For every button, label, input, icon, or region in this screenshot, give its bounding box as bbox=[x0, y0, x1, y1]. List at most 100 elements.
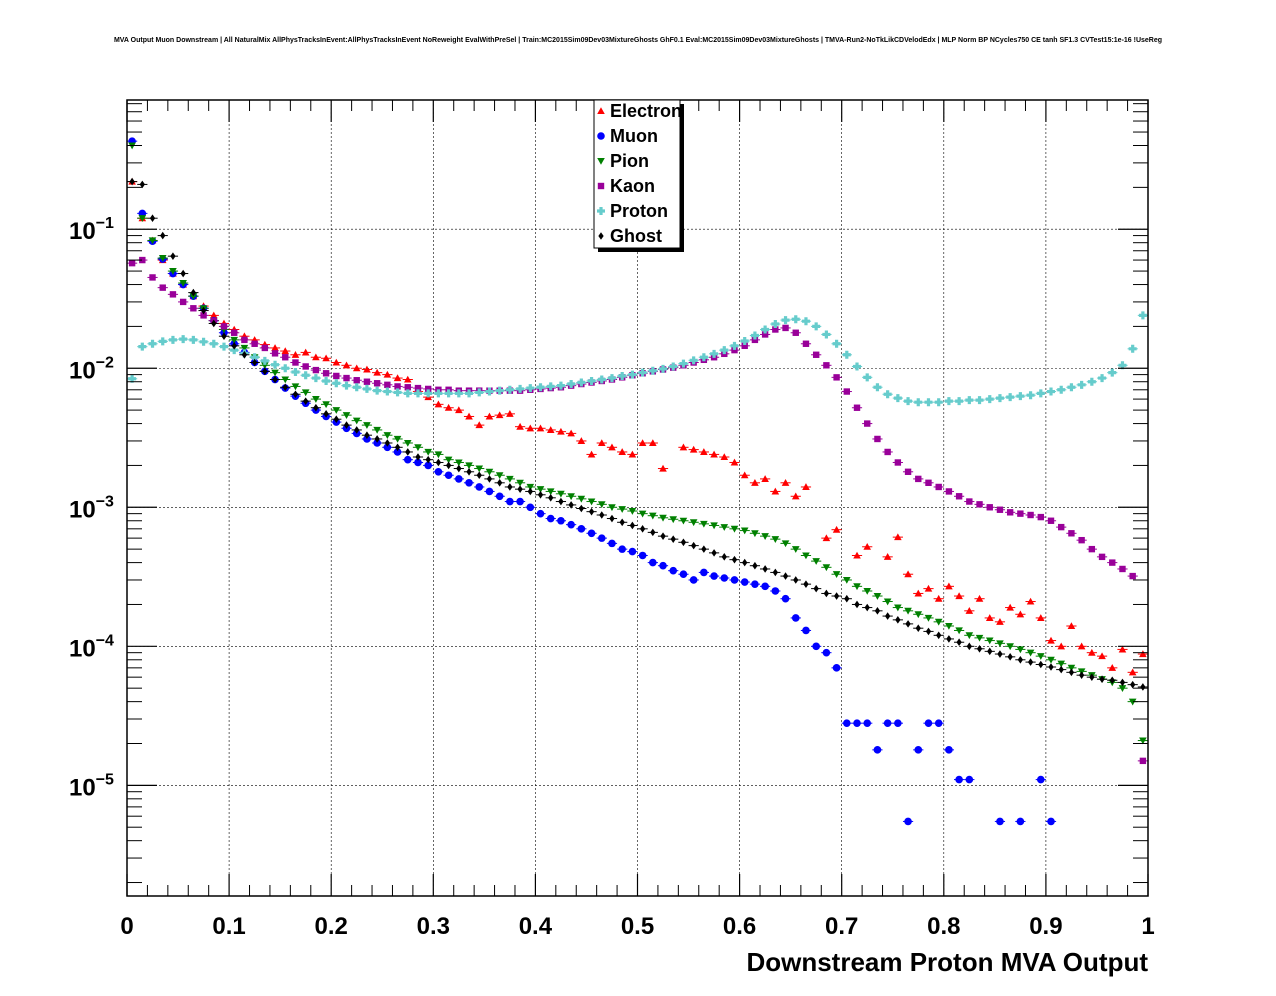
data-point bbox=[618, 448, 626, 455]
data-point bbox=[403, 389, 412, 398]
data-point bbox=[384, 381, 391, 389]
data-point bbox=[342, 381, 351, 390]
data-point bbox=[1099, 675, 1105, 684]
data-point bbox=[557, 427, 565, 435]
data-point bbox=[976, 501, 983, 508]
data-point bbox=[619, 518, 625, 527]
data-point bbox=[393, 388, 402, 397]
data-point bbox=[864, 603, 870, 612]
data-point bbox=[1089, 673, 1095, 681]
legend-marker bbox=[597, 157, 605, 165]
data-point bbox=[1047, 817, 1055, 826]
data-point bbox=[741, 342, 748, 350]
data-point bbox=[414, 444, 422, 452]
data-point bbox=[843, 719, 851, 727]
data-point bbox=[1058, 523, 1065, 531]
data-point bbox=[720, 453, 729, 461]
data-point bbox=[884, 612, 891, 620]
data-point bbox=[670, 535, 676, 543]
data-point bbox=[536, 486, 545, 493]
data-point bbox=[833, 592, 840, 600]
data-point bbox=[445, 461, 452, 470]
data-point bbox=[189, 335, 198, 344]
data-point bbox=[639, 525, 646, 533]
data-point bbox=[638, 510, 647, 518]
chart-title: MVA Output Muon Downstream | All Natural… bbox=[114, 37, 1162, 44]
data-point bbox=[383, 443, 392, 452]
data-point bbox=[1036, 614, 1045, 621]
data-point bbox=[435, 458, 442, 467]
data-point bbox=[801, 317, 810, 326]
data-point bbox=[444, 471, 453, 480]
data-point bbox=[792, 329, 799, 336]
data-point bbox=[883, 390, 892, 399]
data-point bbox=[587, 529, 596, 538]
data-point bbox=[597, 534, 606, 542]
data-point bbox=[924, 719, 933, 727]
series-pion bbox=[127, 142, 1148, 745]
data-point bbox=[904, 468, 912, 475]
data-point bbox=[608, 443, 616, 451]
data-point bbox=[995, 394, 1004, 403]
data-point bbox=[394, 383, 401, 390]
data-point bbox=[1016, 610, 1025, 618]
data-point bbox=[985, 614, 994, 621]
data-point bbox=[373, 426, 381, 434]
x-axis-title: Downstream Proton MVA Output bbox=[746, 947, 1148, 977]
data-point bbox=[832, 664, 841, 672]
data-point bbox=[884, 448, 891, 456]
data-point bbox=[751, 530, 759, 538]
data-point bbox=[629, 521, 636, 530]
data-point bbox=[771, 487, 780, 495]
data-point bbox=[925, 479, 932, 487]
data-point bbox=[455, 406, 463, 414]
data-point bbox=[894, 719, 902, 727]
data-point bbox=[505, 385, 514, 394]
data-point bbox=[853, 551, 861, 559]
data-point bbox=[261, 344, 269, 352]
data-point bbox=[1047, 656, 1055, 664]
data-point bbox=[802, 340, 810, 347]
data-point bbox=[526, 483, 535, 491]
data-point bbox=[1026, 597, 1035, 605]
data-point bbox=[281, 364, 290, 373]
data-point bbox=[812, 351, 820, 358]
data-point bbox=[965, 396, 974, 405]
data-point bbox=[271, 350, 279, 357]
data-point bbox=[966, 642, 972, 651]
data-point bbox=[138, 342, 147, 351]
x-tick-label: 0.3 bbox=[417, 913, 450, 940]
data-point bbox=[139, 256, 146, 264]
data-point bbox=[934, 398, 943, 407]
data-point bbox=[546, 382, 555, 391]
data-point bbox=[874, 607, 881, 615]
data-point bbox=[690, 541, 697, 550]
data-point bbox=[1128, 668, 1137, 676]
data-point bbox=[353, 377, 360, 384]
data-point bbox=[863, 587, 872, 595]
data-point bbox=[813, 584, 819, 593]
data-point bbox=[863, 542, 872, 550]
data-point bbox=[578, 504, 585, 513]
data-point bbox=[281, 376, 290, 384]
data-point bbox=[883, 719, 892, 727]
data-point bbox=[853, 583, 861, 591]
data-point bbox=[854, 600, 860, 609]
data-point bbox=[1036, 775, 1045, 784]
data-point bbox=[526, 424, 535, 432]
data-point bbox=[761, 582, 769, 591]
data-point bbox=[966, 498, 973, 505]
data-point bbox=[179, 335, 188, 344]
data-point bbox=[822, 564, 831, 572]
data-point bbox=[516, 497, 524, 506]
data-point bbox=[404, 384, 411, 391]
data-point bbox=[996, 817, 1004, 826]
data-point bbox=[1139, 737, 1147, 745]
data-point bbox=[548, 494, 554, 502]
data-point bbox=[597, 439, 606, 447]
data-point bbox=[823, 589, 830, 598]
data-point bbox=[649, 512, 657, 520]
data-point bbox=[475, 465, 484, 473]
data-point bbox=[1017, 510, 1024, 517]
data-point bbox=[1130, 680, 1136, 689]
